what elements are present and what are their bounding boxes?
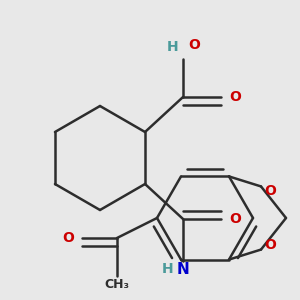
Text: O: O xyxy=(229,212,241,226)
Text: O: O xyxy=(188,38,200,52)
Text: N: N xyxy=(177,262,189,277)
Text: H: H xyxy=(167,40,179,54)
Text: O: O xyxy=(62,231,74,245)
Text: CH₃: CH₃ xyxy=(104,278,130,290)
Text: O: O xyxy=(229,90,241,104)
Text: O: O xyxy=(264,238,276,252)
Text: O: O xyxy=(264,184,276,198)
Text: H: H xyxy=(162,262,174,276)
